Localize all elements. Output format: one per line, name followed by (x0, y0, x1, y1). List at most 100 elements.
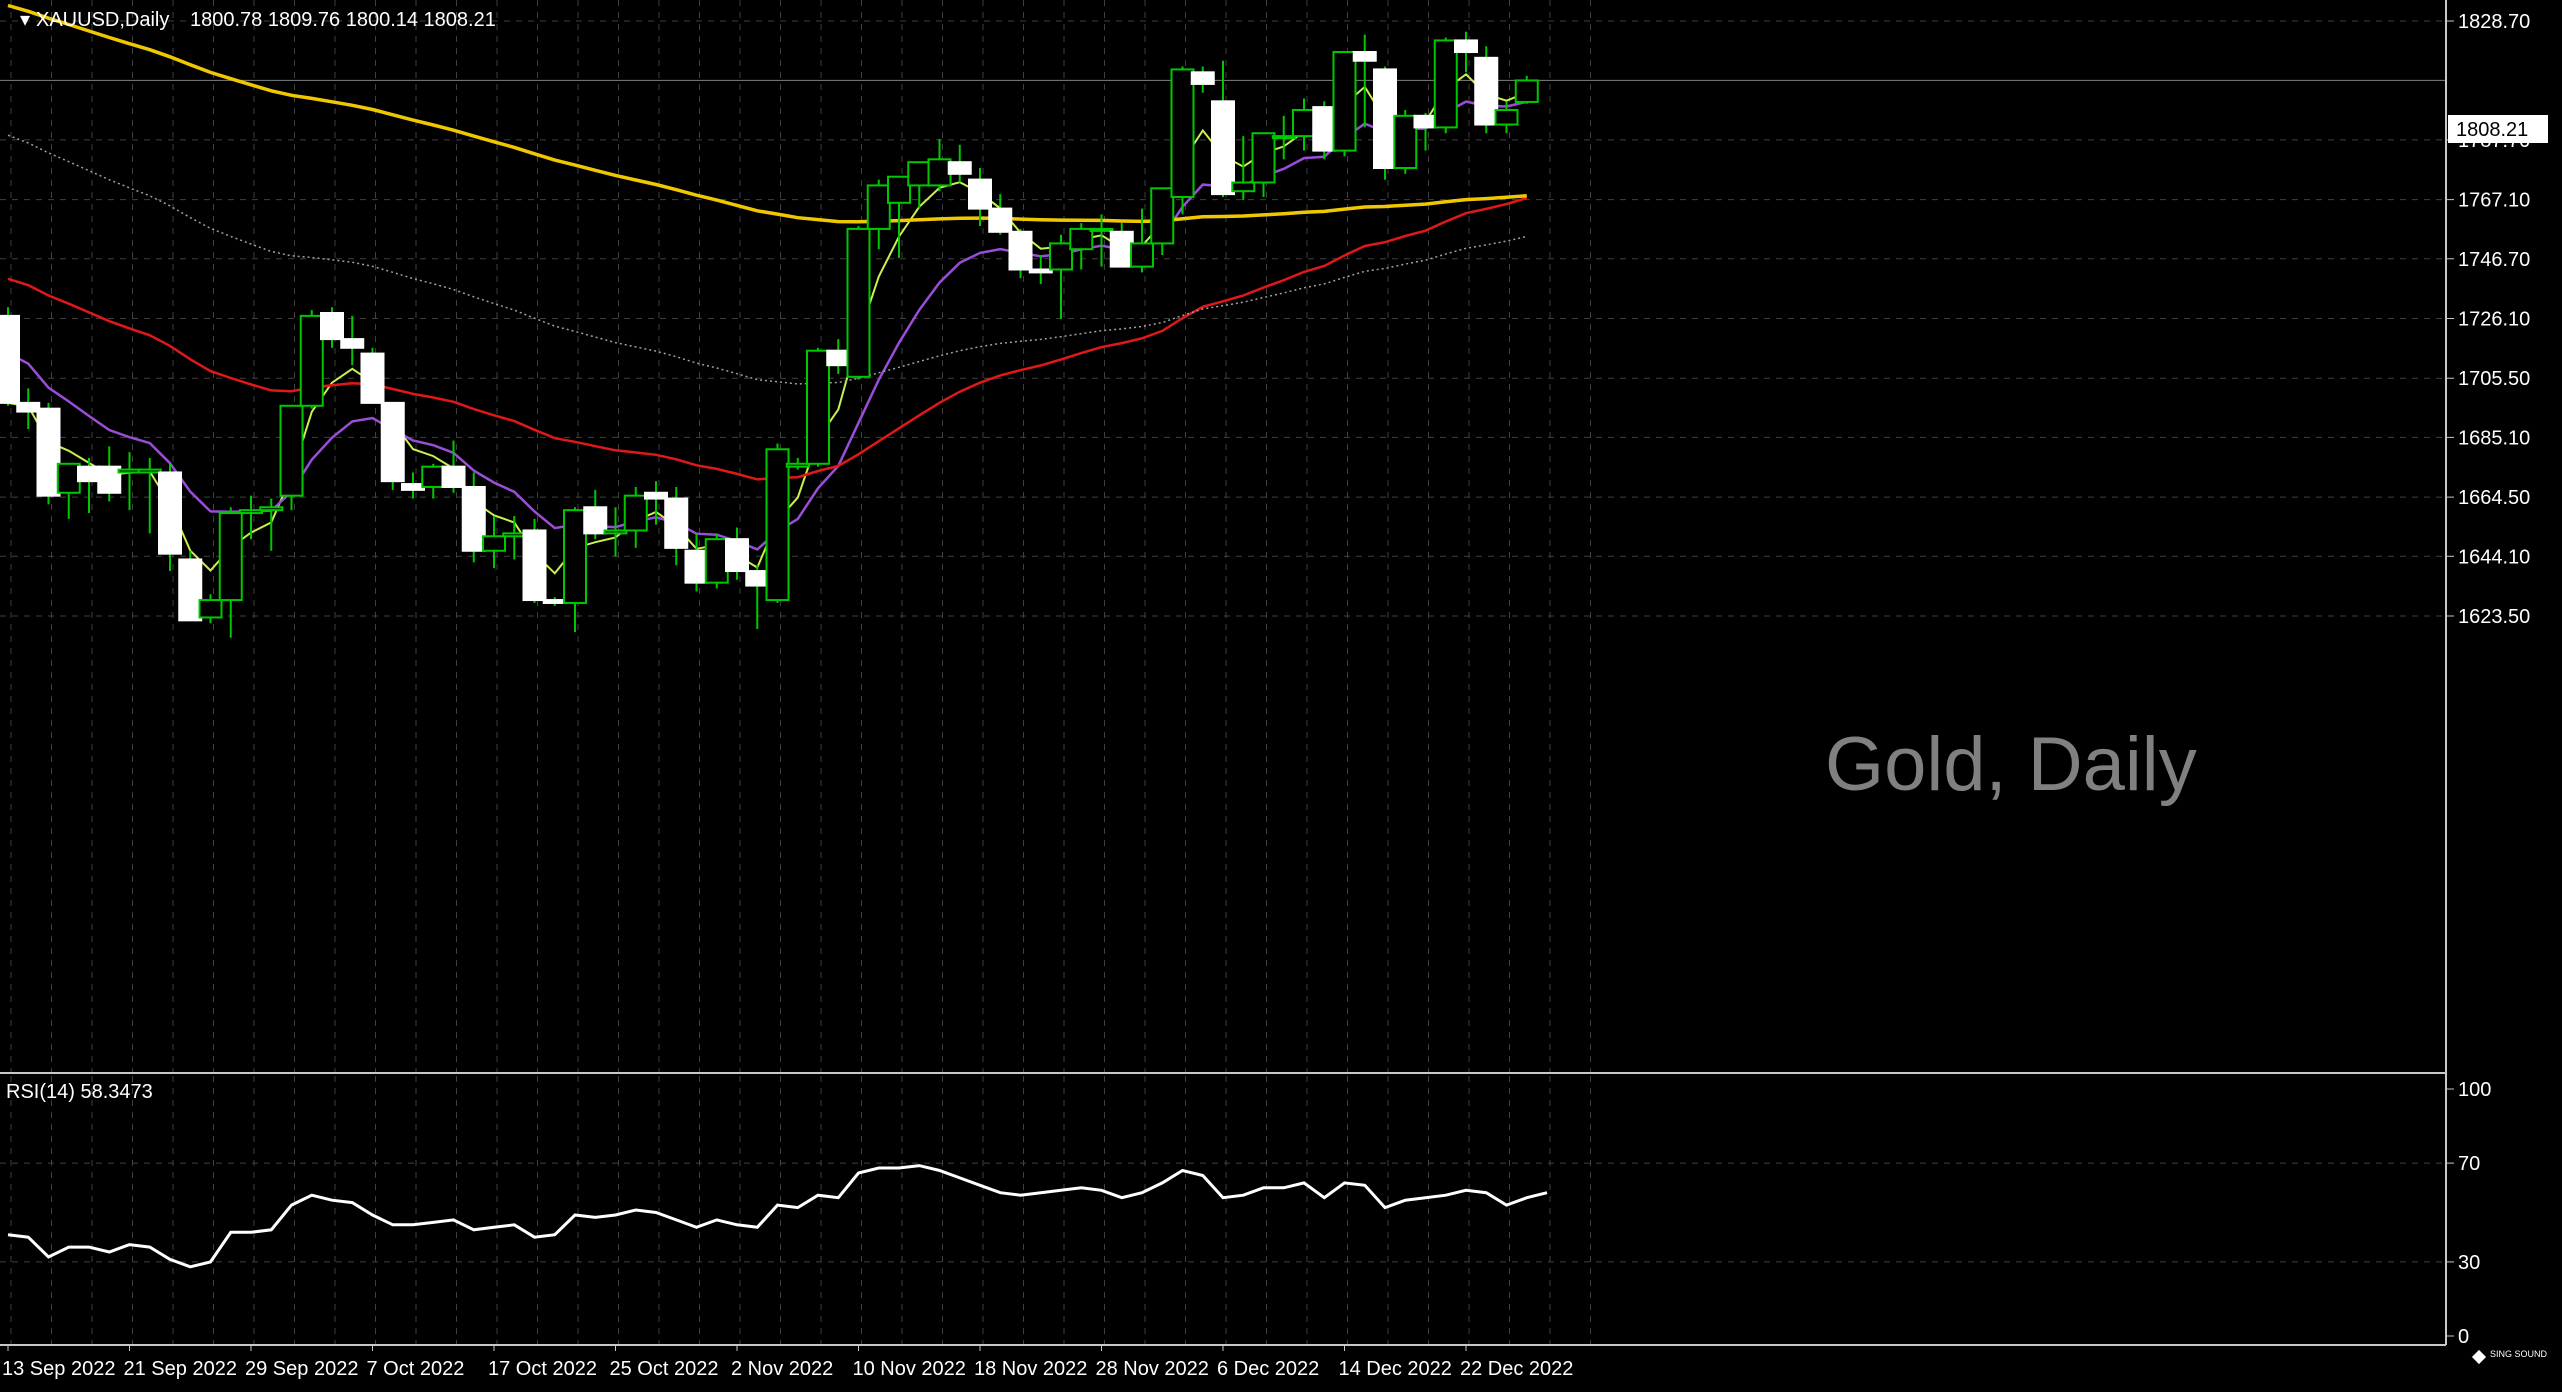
candle-body-bull (563, 509, 587, 604)
candle-body-bear (968, 178, 992, 210)
candle[interactable] (988, 194, 1013, 235)
candle[interactable] (421, 463, 446, 499)
candle[interactable] (1352, 34, 1377, 128)
date-tick-label: 7 Oct 2022 (367, 1358, 465, 1380)
rsi-tick-label: 30 (2458, 1252, 2480, 1274)
ma-200-line (7, 3, 1527, 224)
candle[interactable] (1170, 66, 1195, 215)
candle[interactable] (56, 462, 81, 519)
candle-body-bull (502, 532, 527, 538)
candle[interactable] (77, 457, 101, 514)
candle[interactable] (947, 144, 972, 183)
candle[interactable] (198, 594, 223, 624)
candle[interactable] (259, 498, 284, 551)
candle-body-bull (1231, 181, 1256, 193)
candle[interactable] (765, 443, 790, 603)
candle[interactable] (1474, 46, 1499, 134)
candle[interactable] (1211, 60, 1235, 198)
candle[interactable] (1454, 31, 1478, 73)
candle[interactable] (968, 168, 992, 227)
candle[interactable] (846, 226, 871, 380)
candle-body-bear (16, 401, 41, 413)
date-tick-label: 21 Sep 2022 (124, 1358, 237, 1380)
candle[interactable] (1312, 101, 1337, 160)
candle-body-bear (684, 549, 709, 584)
candle[interactable] (360, 347, 385, 404)
chart-watermark: Gold, Daily (1825, 722, 2197, 807)
candle[interactable] (340, 315, 365, 366)
candle[interactable] (522, 518, 547, 603)
candle[interactable] (1393, 110, 1418, 174)
candle-body-bull (1332, 51, 1357, 152)
candle[interactable] (907, 161, 932, 209)
candle-body-bear (178, 558, 203, 622)
candle[interactable] (1433, 37, 1458, 134)
rsi-tick-label: 0 (2458, 1326, 2469, 1348)
date-tick-label: 28 Nov 2022 (1096, 1358, 1209, 1380)
candle[interactable] (1251, 132, 1276, 198)
candle[interactable] (1109, 223, 1134, 268)
candle[interactable] (218, 507, 243, 638)
candle[interactable] (178, 550, 203, 622)
candle[interactable] (16, 388, 41, 429)
candle[interactable] (1514, 75, 1539, 104)
candle[interactable] (1332, 51, 1357, 157)
candle-body-bear (340, 338, 365, 349)
candle[interactable] (603, 507, 628, 557)
candle[interactable] (97, 446, 122, 502)
candle[interactable] (1069, 223, 1094, 270)
candle[interactable] (785, 457, 810, 470)
candle[interactable] (1049, 234, 1073, 319)
candle[interactable] (36, 402, 61, 505)
candle-body-bear (1008, 230, 1033, 271)
candle[interactable] (887, 175, 911, 258)
candle-body-bear (1413, 114, 1438, 129)
candle[interactable] (279, 404, 304, 511)
candle[interactable] (1089, 214, 1114, 267)
candle[interactable] (482, 515, 506, 569)
candle[interactable] (1231, 136, 1256, 200)
candle[interactable] (1190, 66, 1215, 93)
candle[interactable] (239, 495, 263, 540)
candle-body-bull (56, 462, 81, 494)
candle-body-bear (725, 538, 749, 573)
candle-body-bull (603, 529, 628, 535)
candle[interactable] (806, 347, 830, 467)
candle[interactable] (1150, 187, 1175, 255)
candle-body-bear (583, 506, 608, 535)
date-tick-label: 17 Oct 2022 (488, 1358, 597, 1380)
candle[interactable] (1028, 254, 1053, 284)
candle-body-bull (1170, 68, 1195, 199)
candle-body-bull (137, 468, 162, 474)
candle[interactable] (1494, 101, 1519, 134)
candle[interactable] (725, 527, 749, 580)
rsi-tick-label: 70 (2458, 1153, 2480, 1175)
candle[interactable] (1008, 228, 1033, 279)
candle[interactable] (866, 179, 891, 250)
current-price-label: 1808.21 (2456, 119, 2528, 141)
candle[interactable] (158, 463, 182, 572)
candle[interactable] (623, 486, 648, 548)
candle[interactable] (704, 533, 729, 589)
candle[interactable] (664, 486, 689, 566)
candle[interactable] (583, 489, 608, 540)
candle[interactable] (441, 440, 466, 493)
candle[interactable] (0, 307, 20, 406)
candle[interactable] (927, 139, 952, 192)
header-arrow-icon[interactable]: ▾ (20, 9, 30, 31)
candle[interactable] (563, 507, 587, 632)
candle[interactable] (137, 457, 162, 534)
candle[interactable] (320, 307, 344, 348)
candle[interactable] (299, 310, 324, 409)
current-price-marker (2448, 115, 2548, 143)
candle[interactable] (380, 401, 405, 490)
candle-body-bull (1292, 109, 1316, 138)
candle[interactable] (1130, 208, 1154, 273)
price-tick-label: 1685.10 (2458, 427, 2530, 449)
candle[interactable] (1373, 66, 1397, 180)
candlesticks[interactable] (0, 31, 1539, 638)
candle[interactable] (644, 481, 668, 525)
candle[interactable] (461, 472, 486, 563)
